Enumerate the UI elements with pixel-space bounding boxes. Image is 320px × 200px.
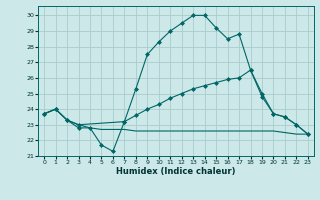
X-axis label: Humidex (Indice chaleur): Humidex (Indice chaleur)	[116, 167, 236, 176]
